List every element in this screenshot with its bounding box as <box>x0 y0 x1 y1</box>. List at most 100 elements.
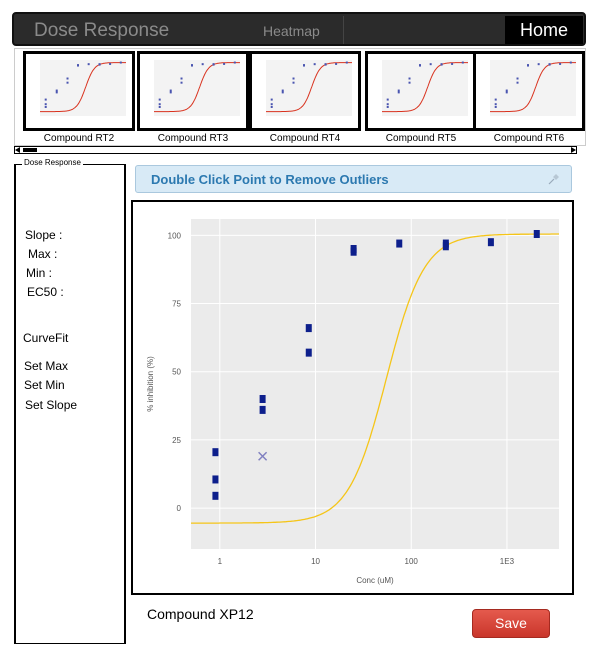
thumbnail-point <box>201 63 204 66</box>
thumbnail-point <box>66 81 69 84</box>
pin-icon[interactable] <box>547 172 561 186</box>
thumbnail-point <box>44 98 47 101</box>
outlier-hint-banner: Double Click Point to Remove Outliers <box>135 165 572 193</box>
data-point[interactable] <box>396 239 403 248</box>
ec50-label: EC50 : <box>27 285 64 299</box>
dose-response-chart: 0 25 50 75 100 1 10 100 1E3 Conc (uM) % inhibition… <box>131 200 574 595</box>
top-bar: Dose Response Heatmap Home <box>12 12 586 46</box>
thumbnail-curve <box>490 62 576 113</box>
thumbnail-point <box>569 61 572 64</box>
thumbnail-label: Compound RT6 <box>493 133 565 144</box>
data-point[interactable] <box>442 242 449 251</box>
thumbnail-point <box>180 81 183 84</box>
thumbnail-scrollbar[interactable] <box>14 146 577 154</box>
thumbnail-point <box>494 105 497 108</box>
thumbnail-point <box>66 77 69 80</box>
data-point[interactable] <box>533 230 540 238</box>
compound-thumbnail-rt3[interactable] <box>137 51 249 131</box>
thumbnail-point <box>169 91 172 94</box>
thumbnail-strip: Compound RT2 Compound RT3 Compound RT4 C… <box>14 48 586 146</box>
thumbnail-point <box>418 64 421 67</box>
set-min-option[interactable]: Set Min <box>24 378 65 392</box>
thumbnail-point <box>451 62 454 65</box>
set-slope-option[interactable]: Set Slope <box>25 398 78 412</box>
compound-thumbnail-rt6[interactable] <box>473 51 585 131</box>
thumbnail-point <box>98 63 101 66</box>
scroll-right-icon[interactable] <box>570 147 576 153</box>
data-point[interactable] <box>305 348 312 357</box>
thumbnail-point <box>548 63 551 66</box>
thumbnail-point <box>44 103 47 106</box>
thumbnail-chart <box>382 60 468 116</box>
tab-heatmap[interactable]: Heatmap <box>263 23 320 39</box>
compound-thumbnail-rt4[interactable] <box>249 51 361 131</box>
thumbnail-label: Compound RT4 <box>269 133 341 144</box>
thumbnail-plot-area <box>382 60 468 116</box>
thumbnail-point <box>345 61 348 64</box>
thumbnail-point <box>109 62 112 65</box>
thumbnail-point <box>55 89 58 92</box>
thumbnail-curve <box>382 62 468 113</box>
data-point[interactable] <box>350 247 357 256</box>
slope-label: Slope : <box>25 228 63 242</box>
tab-divider <box>343 16 344 44</box>
thumbnail-point <box>386 105 389 108</box>
thumbnail-point <box>526 64 529 67</box>
thumbnail-point <box>87 63 90 66</box>
scroll-left-icon[interactable] <box>15 147 21 153</box>
scrollbar-thumb[interactable] <box>23 148 37 152</box>
thumbnail-plot-area <box>490 60 576 116</box>
data-point[interactable] <box>259 395 266 403</box>
data-point[interactable] <box>212 448 219 457</box>
thumbnail-point <box>223 62 226 65</box>
x-tick-label: 1E3 <box>500 557 515 566</box>
data-point[interactable] <box>212 475 219 484</box>
outlier-marker[interactable] <box>258 451 268 461</box>
thumbnail-point <box>212 63 215 66</box>
y-axis-label: % inhibition (%) <box>146 356 155 412</box>
thumbnail-point <box>440 63 443 66</box>
x-tick-label: 1 <box>218 557 223 566</box>
data-point[interactable] <box>212 491 219 500</box>
thumbnail-curve <box>154 62 240 113</box>
x-tick-label: 100 <box>405 557 419 566</box>
thumbnail-plot-area <box>266 60 352 116</box>
data-point[interactable] <box>305 324 312 333</box>
thumbnail-point <box>270 105 273 108</box>
thumbnail-point <box>158 103 161 106</box>
thumbnail-point <box>270 98 273 101</box>
curvefit-option[interactable]: CurveFit <box>23 331 69 345</box>
thumbnail-label: Compound RT5 <box>385 133 457 144</box>
set-max-option[interactable]: Set Max <box>24 359 69 373</box>
data-point[interactable] <box>259 405 266 414</box>
thumbnail-point <box>119 61 122 64</box>
y-tick-label: 25 <box>172 436 181 445</box>
thumbnail-chart <box>40 60 126 116</box>
thumbnail-point <box>292 81 295 84</box>
y-tick-label: 50 <box>172 368 181 377</box>
thumbnail-point <box>408 77 411 80</box>
fitted-curve <box>191 233 559 524</box>
data-point[interactable] <box>487 238 494 247</box>
thumbnail-point <box>335 62 338 65</box>
y-tick-label: 0 <box>177 504 182 513</box>
thumbnail-point <box>386 103 389 106</box>
thumbnail-point <box>397 89 400 92</box>
thumbnail-curve <box>40 62 126 113</box>
thumbnail-chart <box>266 60 352 116</box>
thumbnail-point <box>516 81 519 84</box>
thumbnail-point <box>386 98 389 101</box>
thumbnail-point <box>270 103 273 106</box>
compound-thumbnail-rt2[interactable] <box>23 51 135 131</box>
thumbnail-point <box>180 77 183 80</box>
save-button[interactable]: Save <box>472 609 550 638</box>
home-button[interactable]: Home <box>505 16 583 44</box>
compound-thumbnail-rt5[interactable] <box>365 51 477 131</box>
thumbnail-plot-area <box>40 60 126 116</box>
x-axis-label: Conc (uM) <box>356 576 394 585</box>
thumbnail-label: Compound RT3 <box>157 133 229 144</box>
thumbnail-point <box>494 103 497 106</box>
compound-name: Compound XP12 <box>147 606 254 622</box>
thumbnail-point <box>169 89 172 92</box>
plot-area <box>191 219 559 549</box>
